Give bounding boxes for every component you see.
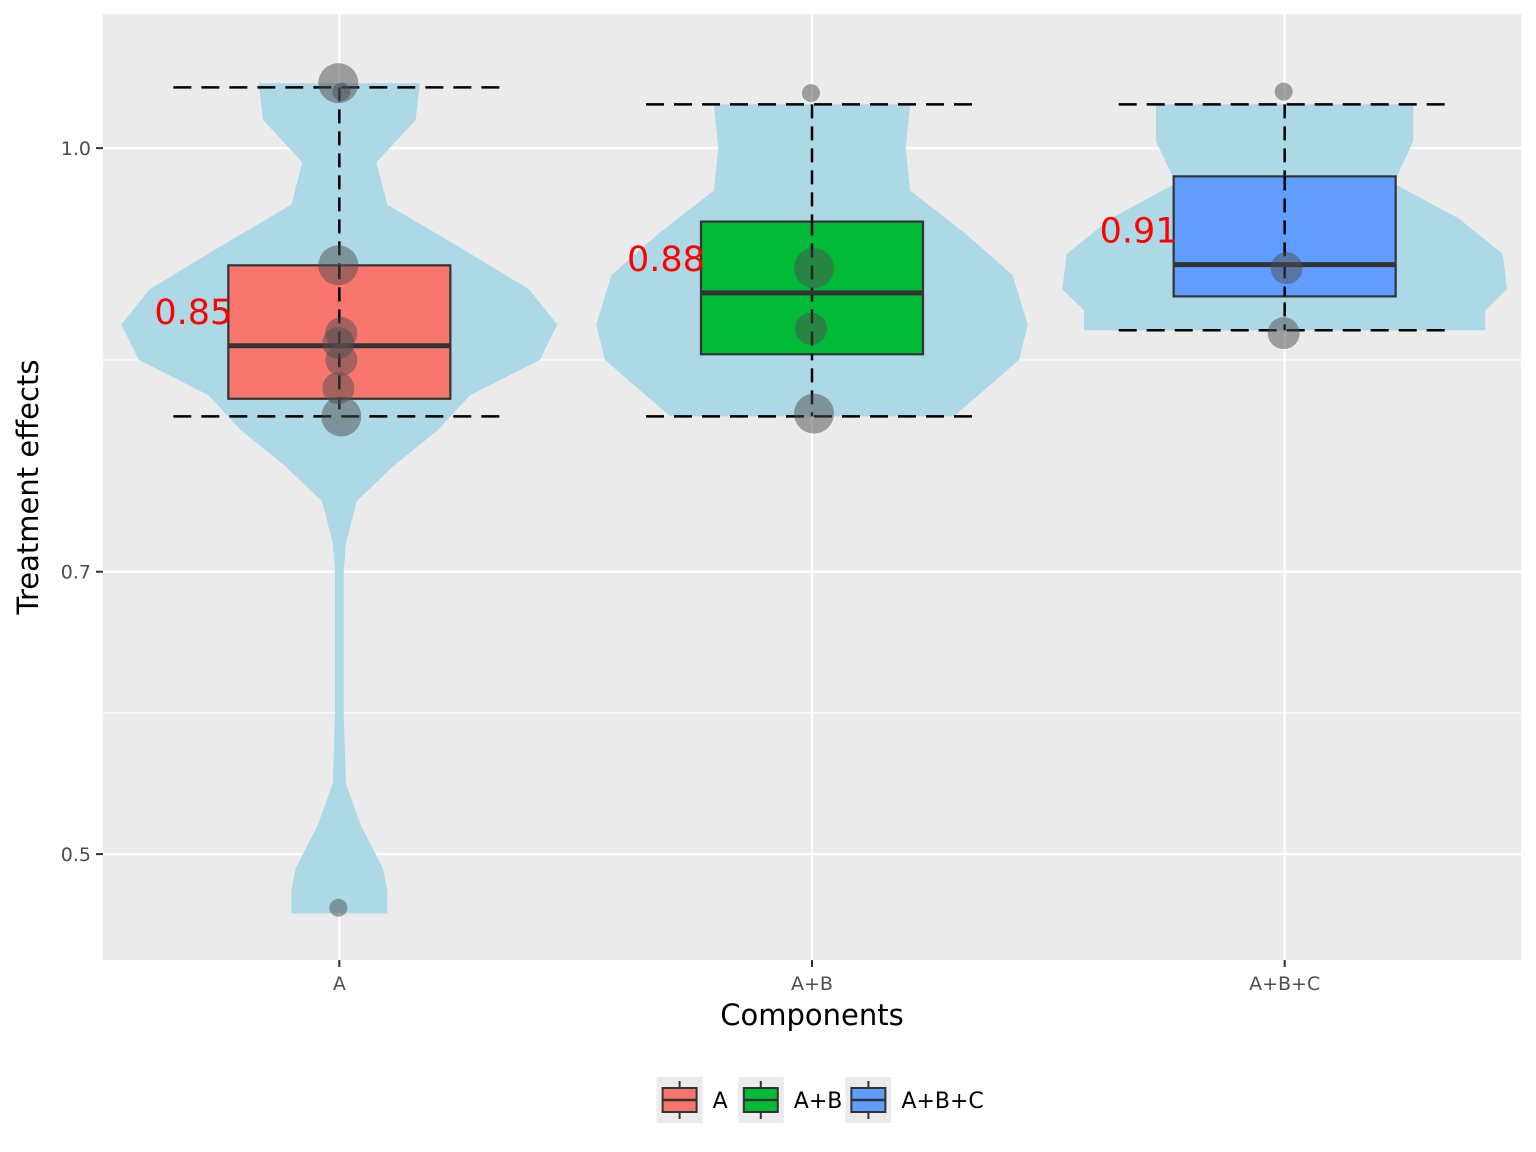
median-label-A: 0.85 [154,293,232,333]
legend-item-A: A [656,1077,728,1123]
legend-item-A+B: A+B [737,1077,843,1123]
data-point [321,396,362,437]
data-point [318,245,359,286]
legend-label: A+B+C [901,1089,983,1114]
y-axis: 0.5 0.7 1.0 [61,138,103,866]
legend-label: A+B [794,1089,843,1114]
legend: A A+B A+B+C [656,1077,984,1123]
y-axis-title: Treatment effects [11,360,45,616]
data-point [795,312,827,345]
x-axis: A A+B A+B+C [333,960,1320,995]
data-point [329,898,348,917]
data-point [322,372,355,405]
data-point [1267,317,1300,350]
x-axis-title: Components [720,998,903,1032]
group-A+B+C: 0.91 [1062,82,1507,350]
legend-item-A+B+C: A+B+C [845,1077,984,1123]
data-point [332,82,351,101]
data-point [1270,252,1303,285]
y-tick-label: 1.0 [61,138,91,160]
median-label-A+B+C: 0.91 [1100,212,1178,252]
x-tick-label: A+B+C [1249,973,1320,995]
legend-label: A [713,1089,728,1114]
x-tick-label: A+B [791,973,833,995]
y-tick-label: 0.5 [61,844,91,866]
groups: 0.85 0.88 0.91 [121,63,1507,917]
data-point [802,84,820,103]
data-point [794,393,834,434]
group-A+B: 0.88 [596,84,1028,434]
data-point [794,248,834,289]
data-point [1274,82,1293,101]
x-tick-label: A [333,973,346,995]
median-label-A+B: 0.88 [627,240,705,280]
y-tick-label: 0.7 [61,562,91,584]
data-point [325,343,358,376]
group-A: 0.85 [121,63,558,917]
